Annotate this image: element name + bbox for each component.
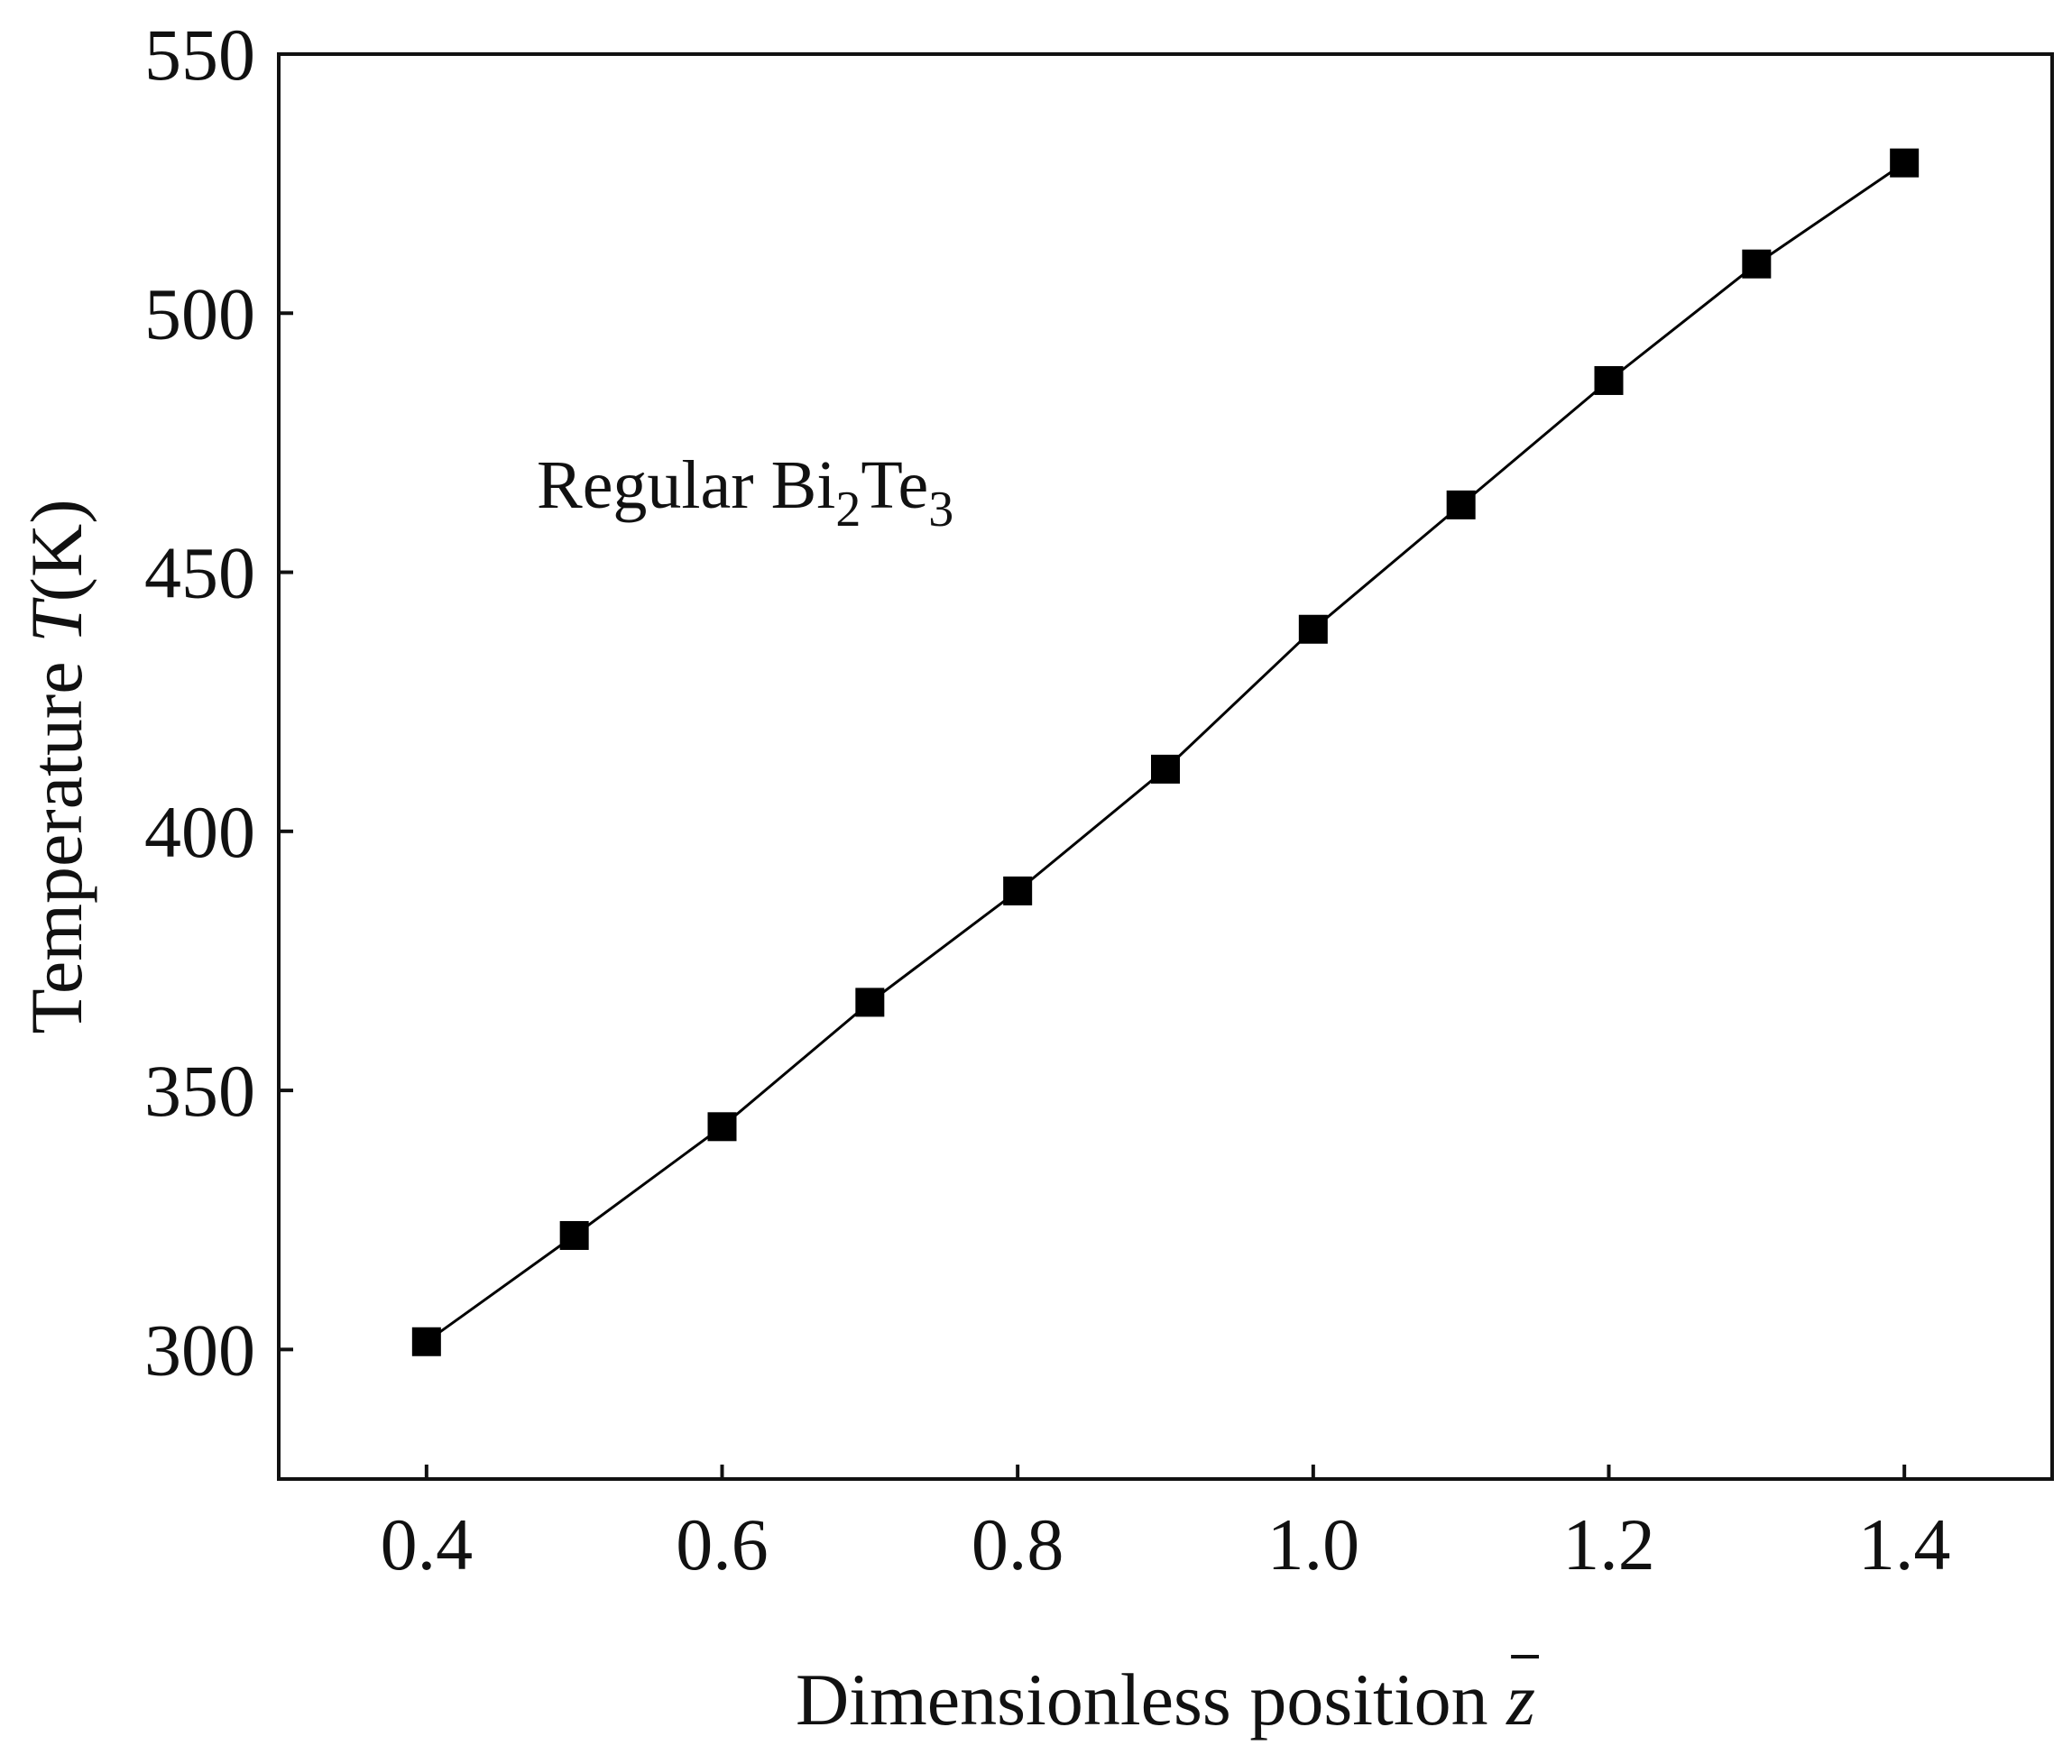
- plot-annotation: Regular Bi2Te3: [537, 447, 953, 537]
- y-axis-ticks: [279, 52, 293, 1352]
- series-markers: [411, 148, 1920, 1356]
- data-point: [707, 1112, 737, 1142]
- y-axis-title: Temperature T(K): [15, 499, 97, 1034]
- data-point: [855, 988, 885, 1017]
- y-tick-label: 400: [144, 791, 255, 873]
- y-tick-label: 500: [144, 272, 255, 354]
- x-axis-tick-labels: 0.4 0.6 0.8 1.0 1.2 1.4: [381, 1503, 1951, 1585]
- data-point: [411, 1327, 441, 1356]
- y-tick-label: 450: [144, 532, 255, 614]
- series-line: [425, 161, 1906, 1343]
- plot-frame: [277, 52, 2054, 1481]
- data-point: [559, 1220, 589, 1250]
- x-tick-label: 0.8: [972, 1503, 1064, 1585]
- data-point: [1003, 876, 1033, 905]
- x-tick-label: 1.0: [1267, 1503, 1360, 1585]
- data-point: [1594, 365, 1624, 395]
- x-axis-ticks: [424, 1465, 1907, 1479]
- y-tick-label: 350: [144, 1050, 255, 1132]
- x-tick-label: 1.2: [1562, 1503, 1655, 1585]
- x-tick-label: 0.4: [381, 1503, 474, 1585]
- x-tick-label: 1.4: [1858, 1503, 1951, 1585]
- data-point: [1446, 490, 1476, 519]
- data-point: [1298, 614, 1328, 644]
- y-tick-label: 550: [144, 14, 255, 96]
- x-axis-title: Dimensionless position z: [796, 1658, 1535, 1741]
- data-point: [1151, 754, 1180, 784]
- data-point: [1742, 249, 1772, 279]
- y-tick-label: 300: [144, 1309, 255, 1391]
- y-axis-tick-labels: 300 350 400 450 500 550: [144, 14, 255, 1391]
- x-tick-label: 0.6: [676, 1503, 769, 1585]
- data-point: [1890, 148, 1920, 178]
